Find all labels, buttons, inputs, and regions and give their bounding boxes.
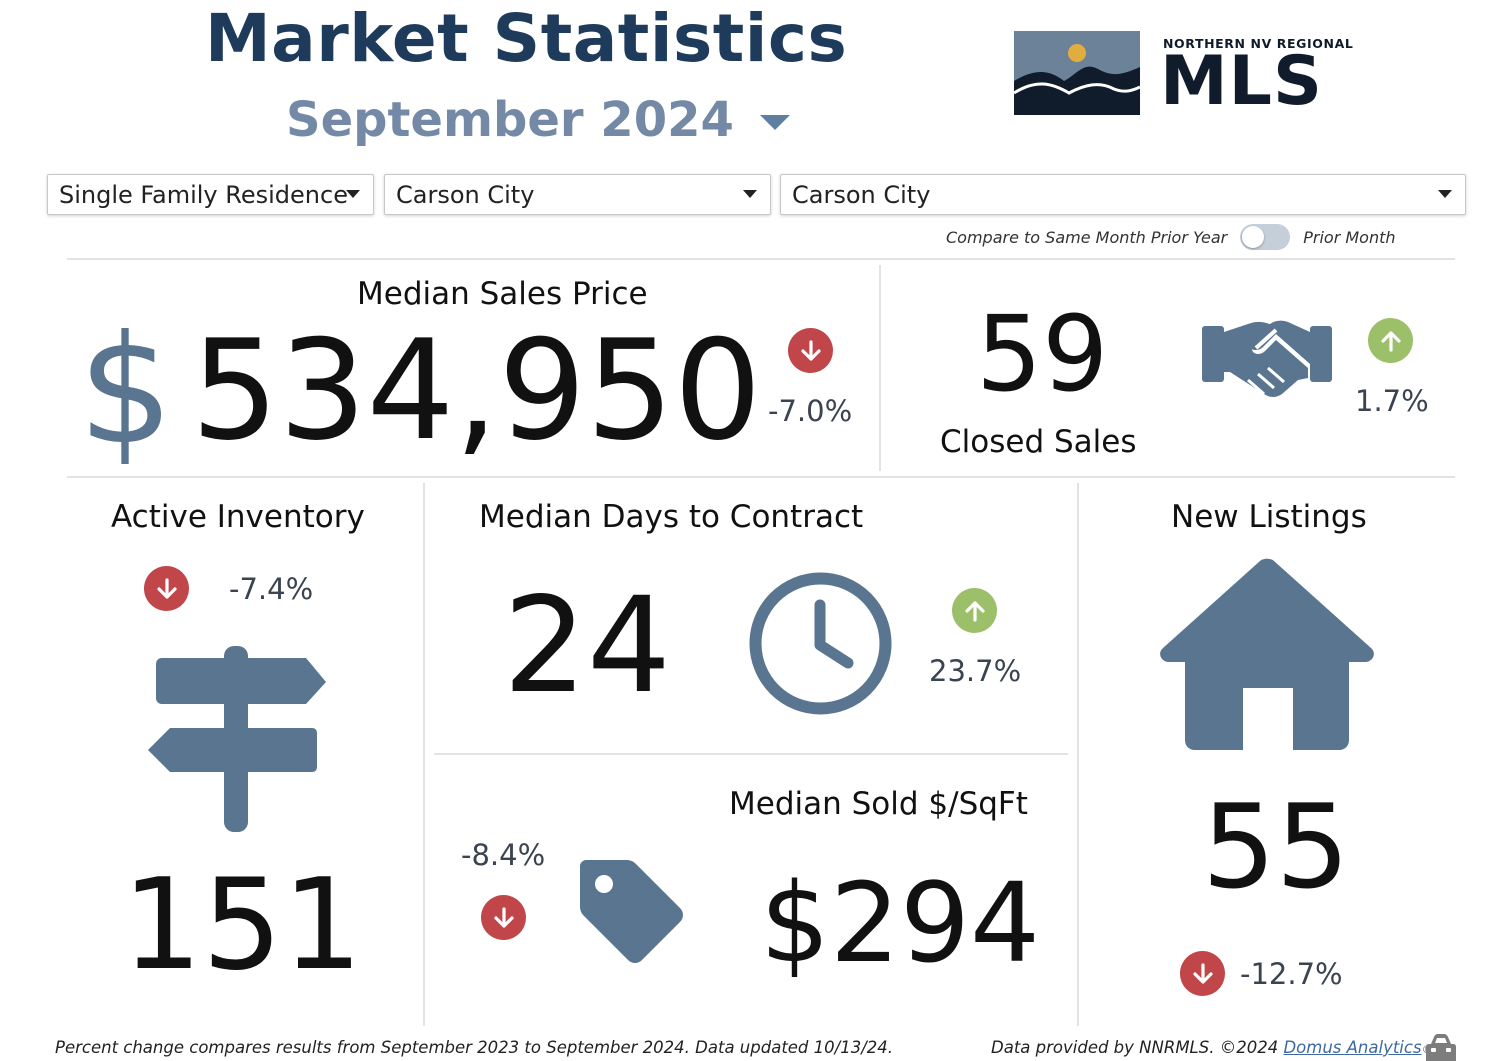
- mls-logo: NORTHERN NV REGIONAL MLS: [1014, 30, 1353, 121]
- footer-note: Percent change compares results from Sep…: [55, 1038, 894, 1057]
- divider: [879, 265, 881, 471]
- new-listings-change: -12.7%: [1240, 957, 1343, 991]
- divider: [434, 753, 1068, 755]
- arrow-down-icon: [144, 566, 189, 611]
- area-value: Carson City: [396, 180, 535, 209]
- median-sales-price-label: Median Sales Price: [357, 276, 648, 312]
- month-label: September 2024: [286, 92, 734, 148]
- divider: [67, 476, 1455, 478]
- median-sold-sqft-value: $294: [760, 859, 1040, 987]
- new-listings-value: 55: [1202, 780, 1350, 915]
- logo-tagline: NORTHERN NV REGIONAL: [1163, 36, 1354, 51]
- active-inventory-change: -7.4%: [229, 572, 314, 606]
- median-days-label: Median Days to Contract: [479, 499, 864, 535]
- new-listings-label: New Listings: [1171, 499, 1367, 535]
- arrow-down-icon: [481, 895, 526, 940]
- subarea-value: Carson City: [792, 180, 931, 209]
- toggle-knob: [1242, 226, 1265, 248]
- property-type-value: Single Family Residence: [59, 180, 348, 209]
- active-inventory-label: Active Inventory: [111, 499, 365, 535]
- month-selector[interactable]: September 2024: [286, 92, 790, 148]
- closed-sales-label: Closed Sales: [940, 424, 1137, 460]
- closed-sales-change: 1.7%: [1355, 384, 1429, 418]
- divider: [67, 258, 1455, 260]
- caret-down-icon: [1438, 190, 1452, 198]
- footer-credit: Data provided by NNRMLS. ©2024 Domus Ana…: [991, 1038, 1433, 1057]
- car-icon: [1425, 1034, 1457, 1061]
- arrow-down-icon: [1180, 951, 1225, 996]
- median-days-value: 24: [503, 569, 671, 723]
- arrow-up-icon: [1368, 318, 1413, 363]
- compare-toggle-row: Compare to Same Month Prior Year Prior M…: [946, 224, 1396, 250]
- area-select[interactable]: Carson City: [384, 174, 771, 215]
- page-title: Market Statistics: [205, 0, 848, 77]
- signpost-icon: [146, 646, 328, 836]
- handshake-icon: [1200, 314, 1334, 402]
- compare-right-label: Prior Month: [1303, 227, 1396, 247]
- median-sold-sqft-change: -8.4%: [461, 838, 546, 872]
- domus-analytics-link[interactable]: Domus Analytics: [1283, 1038, 1422, 1057]
- active-inventory-value: 151: [122, 851, 363, 998]
- median-sales-price-change: -7.0%: [768, 394, 853, 428]
- compare-toggle[interactable]: [1240, 224, 1291, 250]
- closed-sales-value: 59: [976, 293, 1109, 415]
- mountain-logo-icon: [1014, 31, 1140, 115]
- footer-credit-text: Data provided by NNRMLS. ©2024: [991, 1038, 1284, 1057]
- currency-symbol: $: [78, 304, 174, 478]
- property-type-select[interactable]: Single Family Residence: [47, 174, 374, 215]
- arrow-down-icon: [788, 328, 833, 373]
- median-sold-sqft-label: Median Sold $/SqFt: [729, 786, 1028, 822]
- logo-wordmark: MLS: [1160, 42, 1323, 121]
- house-icon: [1157, 556, 1377, 756]
- arrow-up-icon: [952, 588, 997, 633]
- compare-left-label: Compare to Same Month Prior Year: [946, 227, 1228, 247]
- median-days-change: 23.7%: [929, 654, 1022, 688]
- clock-icon: [748, 571, 893, 720]
- caret-down-icon: [346, 190, 360, 198]
- divider: [1077, 483, 1079, 1026]
- caret-down-icon: [743, 190, 757, 198]
- median-sales-price-value: 534,950: [191, 310, 762, 471]
- divider: [423, 483, 425, 1026]
- caret-down-icon: [759, 114, 790, 130]
- subarea-select[interactable]: Carson City: [780, 174, 1466, 215]
- price-tag-icon: [576, 856, 686, 970]
